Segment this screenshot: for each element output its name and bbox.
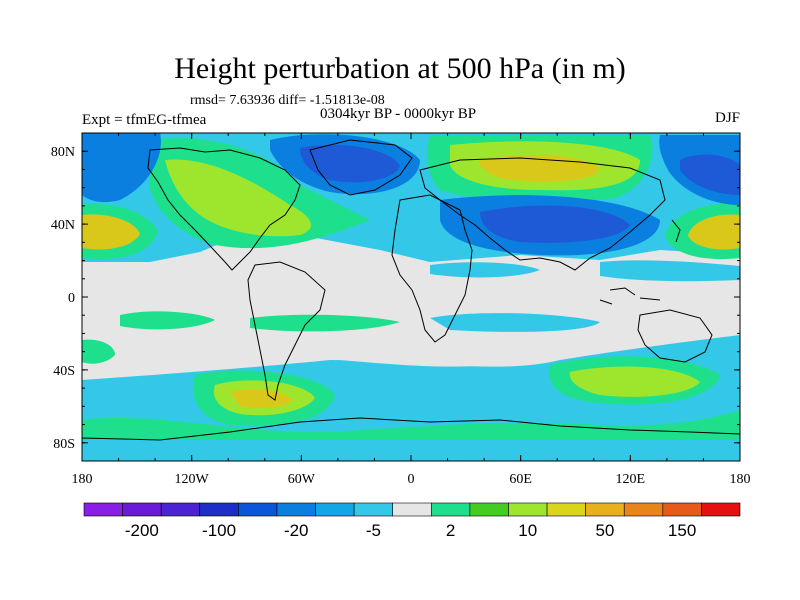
colorbar-swatch [315, 502, 355, 517]
lon-tick-label: 60W [288, 472, 316, 487]
indonesia-islands [599, 287, 661, 305]
lon-tick-label: 120E [616, 472, 646, 487]
lon-tick-label: 120W [175, 472, 210, 487]
colorbar-swatch [469, 502, 509, 517]
colorbar-swatch [430, 502, 471, 517]
lat-tick-label: 0 [68, 291, 75, 306]
australia-coast [637, 309, 713, 363]
colorbar-label: 10 [518, 521, 537, 540]
colorbar-swatch [701, 502, 741, 517]
colorbar-label: 50 [595, 521, 614, 540]
colorbar-swatch [238, 502, 278, 517]
lon-tick-label: 0 [408, 472, 415, 487]
lon-tick-label: 60E [509, 472, 532, 487]
coastlines [82, 139, 740, 441]
colorbar-swatch [585, 502, 625, 517]
experiment-label: Expt = tfmEG-tfmea [82, 112, 207, 128]
lon-tick-label: 180 [730, 472, 751, 487]
anomaly-field [82, 133, 740, 461]
colorbar-label: -20 [284, 521, 309, 540]
colorbar: -200 -100 -20 -5 2 10 50 150 [83, 502, 741, 540]
eurasia-coast [419, 157, 666, 271]
colorbar-label: -5 [366, 521, 381, 540]
lat-tick-label: 80N [51, 145, 75, 160]
latitude-axis: 80N 40N 0 40S 80S [51, 132, 740, 462]
lat-tick-label: 80S [53, 437, 75, 452]
colorbar-swatch [392, 502, 432, 517]
season-label: DJF [714, 110, 740, 126]
south-america-coast [247, 261, 326, 401]
colorbar-swatch [160, 502, 201, 517]
japan-coast [671, 219, 681, 243]
colorbar-swatch [662, 502, 702, 517]
period-text: 0304kyr BP - 0000kyr BP [320, 106, 477, 122]
colorbar-label: -100 [202, 521, 236, 540]
lat-tick-label: 40N [51, 218, 75, 233]
colorbar-swatch [546, 502, 586, 517]
colorbar-label: -200 [125, 521, 159, 540]
colorbar-swatch [276, 502, 316, 517]
colorbar-label: 150 [668, 521, 696, 540]
colorbar-swatch [83, 502, 123, 517]
colorbar-swatch [508, 502, 548, 517]
stats-text: rmsd= 7.63936 diff= -1.51813e-08 [190, 93, 385, 108]
longitude-axis: 180 120W 60W 0 60E 120E 180 [72, 133, 751, 487]
colorbar-swatch [623, 502, 664, 517]
chart-title: Height perturbation at 500 hPa (in m) [174, 52, 626, 85]
colorbar-swatch [122, 502, 162, 517]
africa-coast [391, 194, 473, 343]
colorbar-swatch [199, 502, 239, 517]
lat-tick-label: 40S [53, 364, 75, 379]
lon-tick-label: 180 [72, 472, 93, 487]
north-america-coast [147, 147, 301, 271]
antarctica-coast [82, 417, 740, 441]
colorbar-label: 2 [446, 521, 455, 540]
greenland-coast [309, 139, 413, 196]
colorbar-swatch [353, 502, 394, 517]
